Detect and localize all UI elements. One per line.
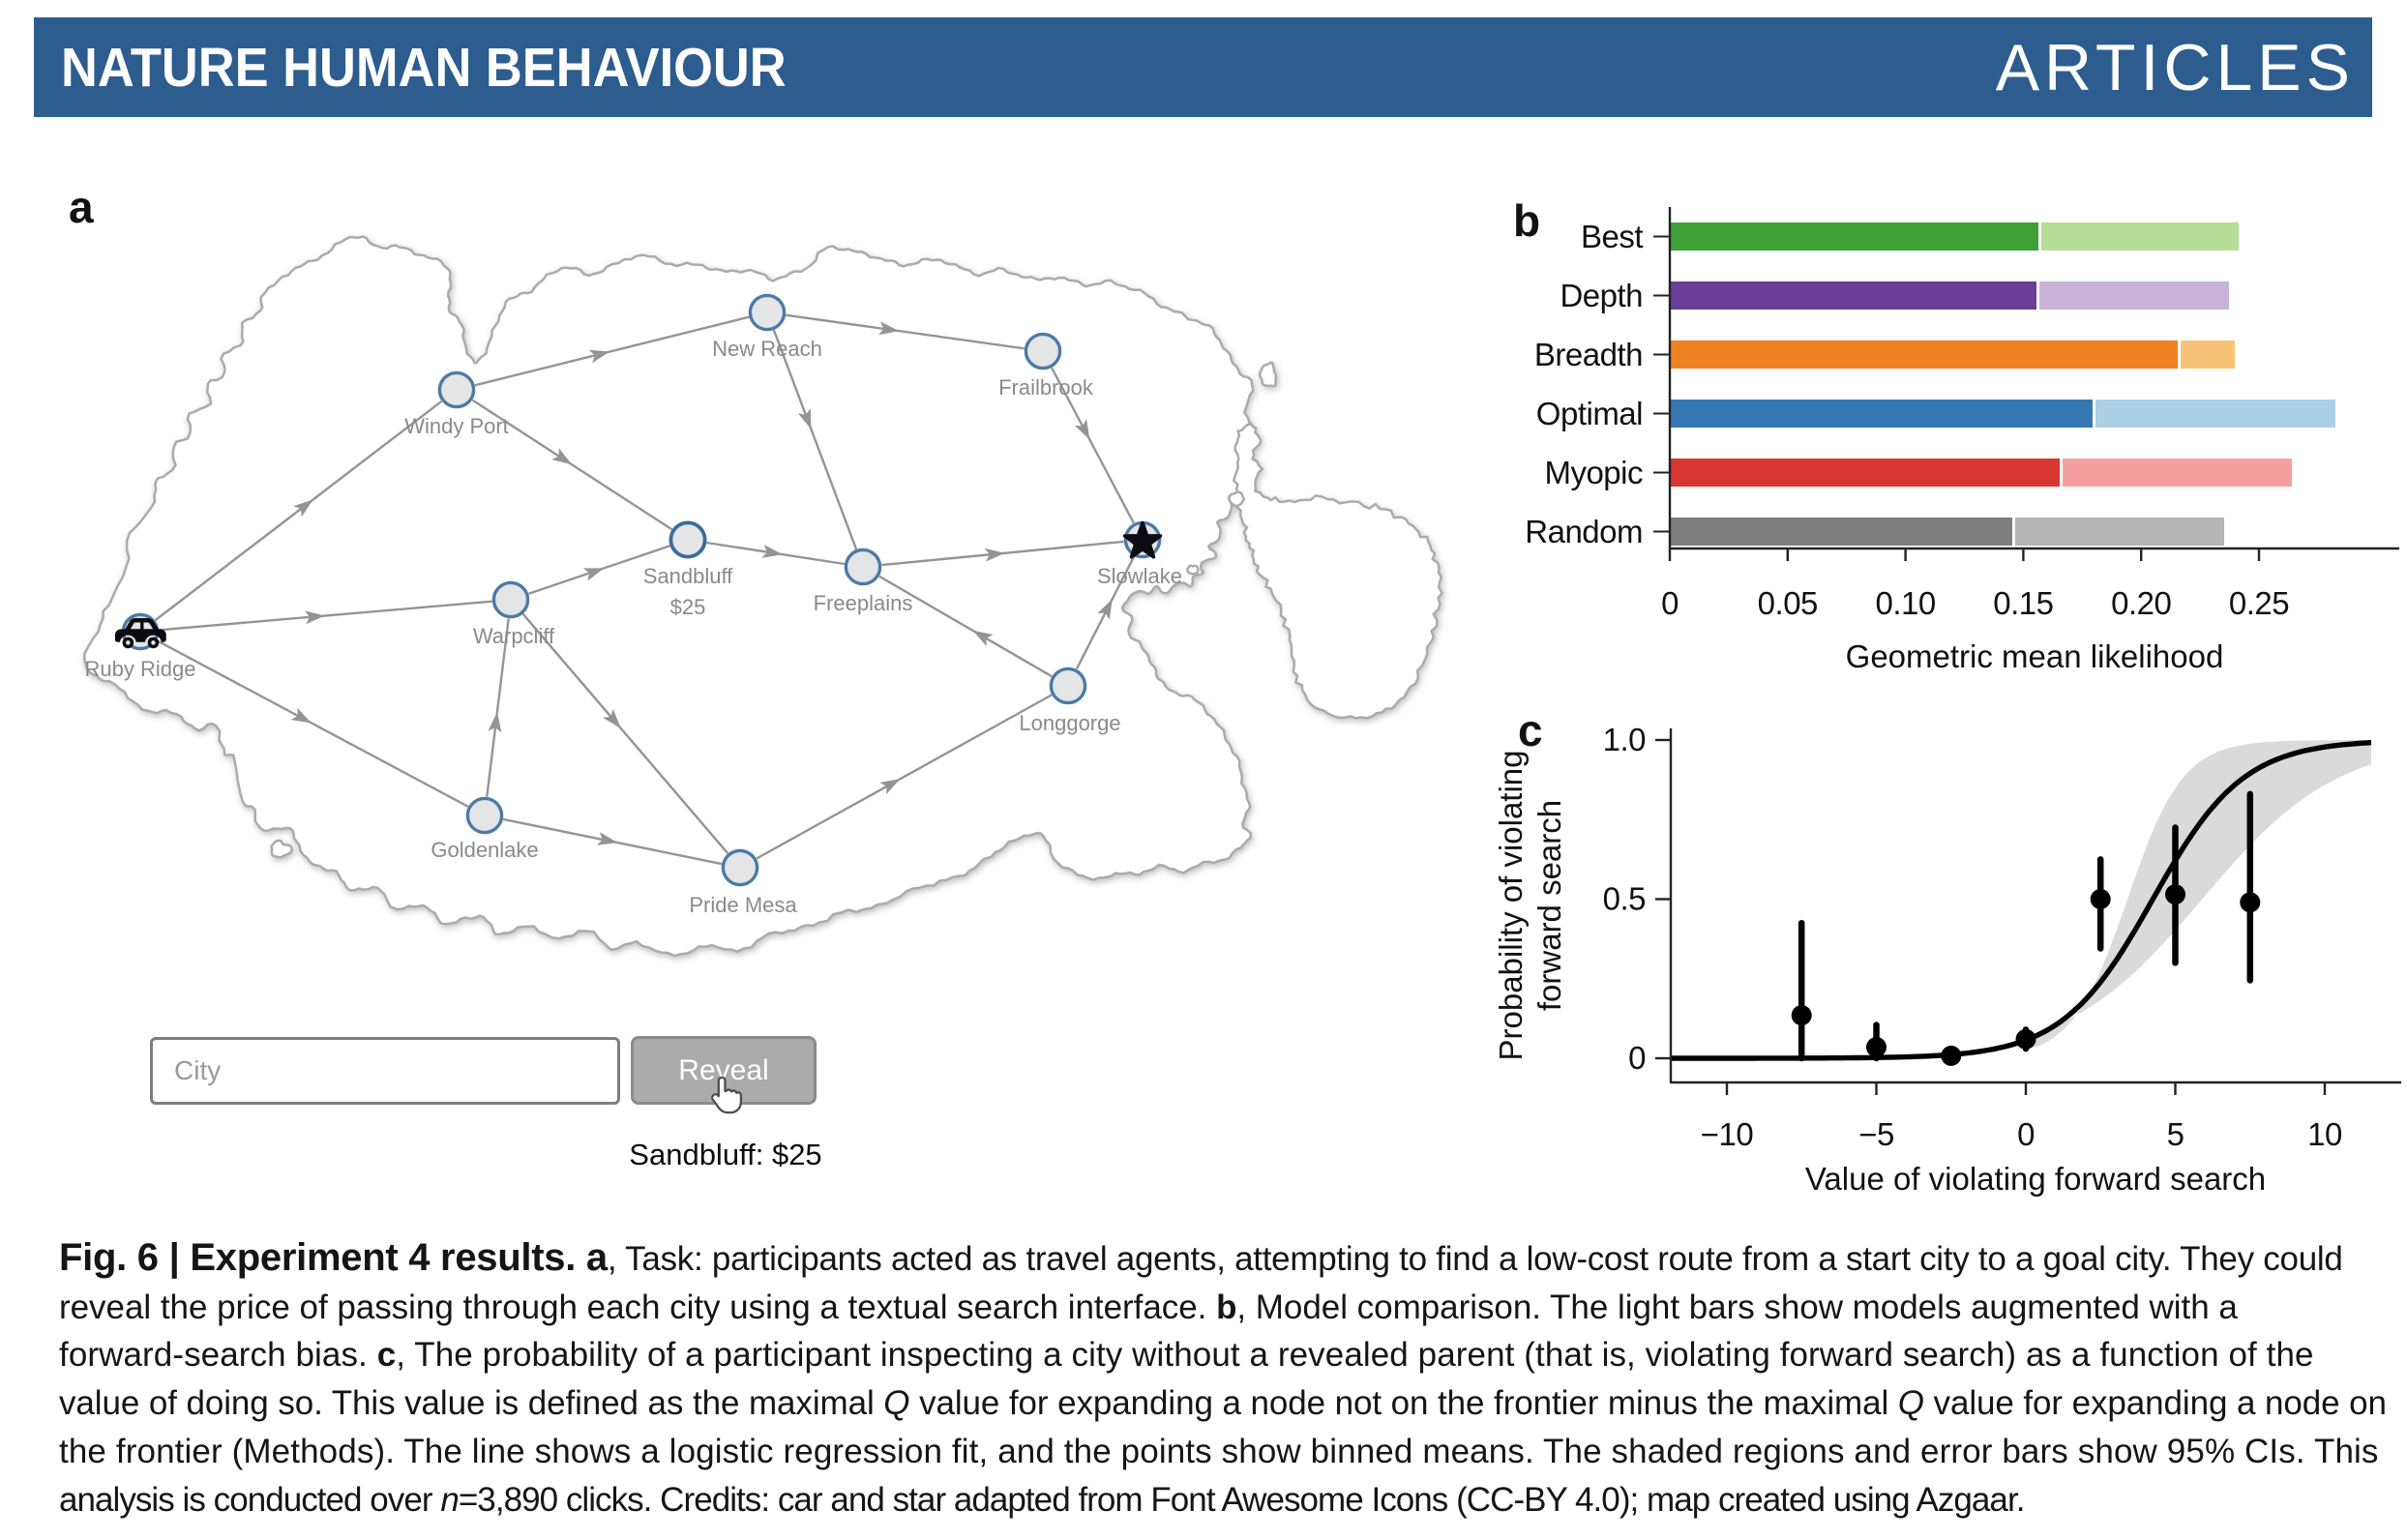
svg-text:Slowlake: Slowlake [1097,564,1182,588]
svg-text:0.20: 0.20 [2111,585,2171,621]
svg-text:0.10: 0.10 [1875,585,1935,621]
svg-text:0.15: 0.15 [1993,585,2053,621]
svg-text:New Reach: New Reach [712,337,822,361]
svg-text:Longgorge: Longgorge [1019,711,1120,735]
svg-text:Pride Mesa: Pride Mesa [689,893,797,917]
svg-text:$25: $25 [670,595,706,619]
svg-text:Value of violating forward sea: Value of violating forward search [1805,1161,2266,1197]
svg-text:0: 0 [1628,1040,1646,1076]
svg-text:Depth: Depth [1560,278,1643,313]
svg-text:Optimal: Optimal [1536,396,1643,431]
svg-text:0.05: 0.05 [1758,585,1818,621]
svg-text:Geometric mean likelihood: Geometric mean likelihood [1846,638,2224,674]
svg-text:0: 0 [1661,585,1679,621]
svg-text:Best: Best [1581,219,1643,254]
svg-text:Windy Port: Windy Port [404,414,509,438]
svg-text:0.25: 0.25 [2229,585,2289,621]
svg-text:5: 5 [2167,1116,2184,1152]
svg-text:Goldenlake: Goldenlake [431,838,538,862]
svg-text:0: 0 [2017,1116,2035,1152]
svg-text:1.0: 1.0 [1603,722,1647,757]
svg-text:Breadth: Breadth [1534,337,1643,372]
svg-text:Probability of violatingforwar: Probability of violatingforward search [1493,750,1567,1060]
svg-text:0.5: 0.5 [1603,881,1646,917]
svg-text:Freeplains: Freeplains [814,591,913,615]
svg-text:10: 10 [2307,1116,2342,1152]
svg-text:Random: Random [1525,514,1643,549]
svg-text:Ruby Ridge: Ruby Ridge [85,657,196,681]
svg-text:−5: −5 [1858,1116,1894,1152]
svg-text:Sandbluff: Sandbluff [643,564,733,588]
svg-text:Frailbrook: Frailbrook [998,375,1094,400]
svg-text:Warpcliff: Warpcliff [473,624,555,648]
svg-text:−10: −10 [1701,1116,1754,1152]
svg-text:Myopic: Myopic [1544,455,1643,490]
